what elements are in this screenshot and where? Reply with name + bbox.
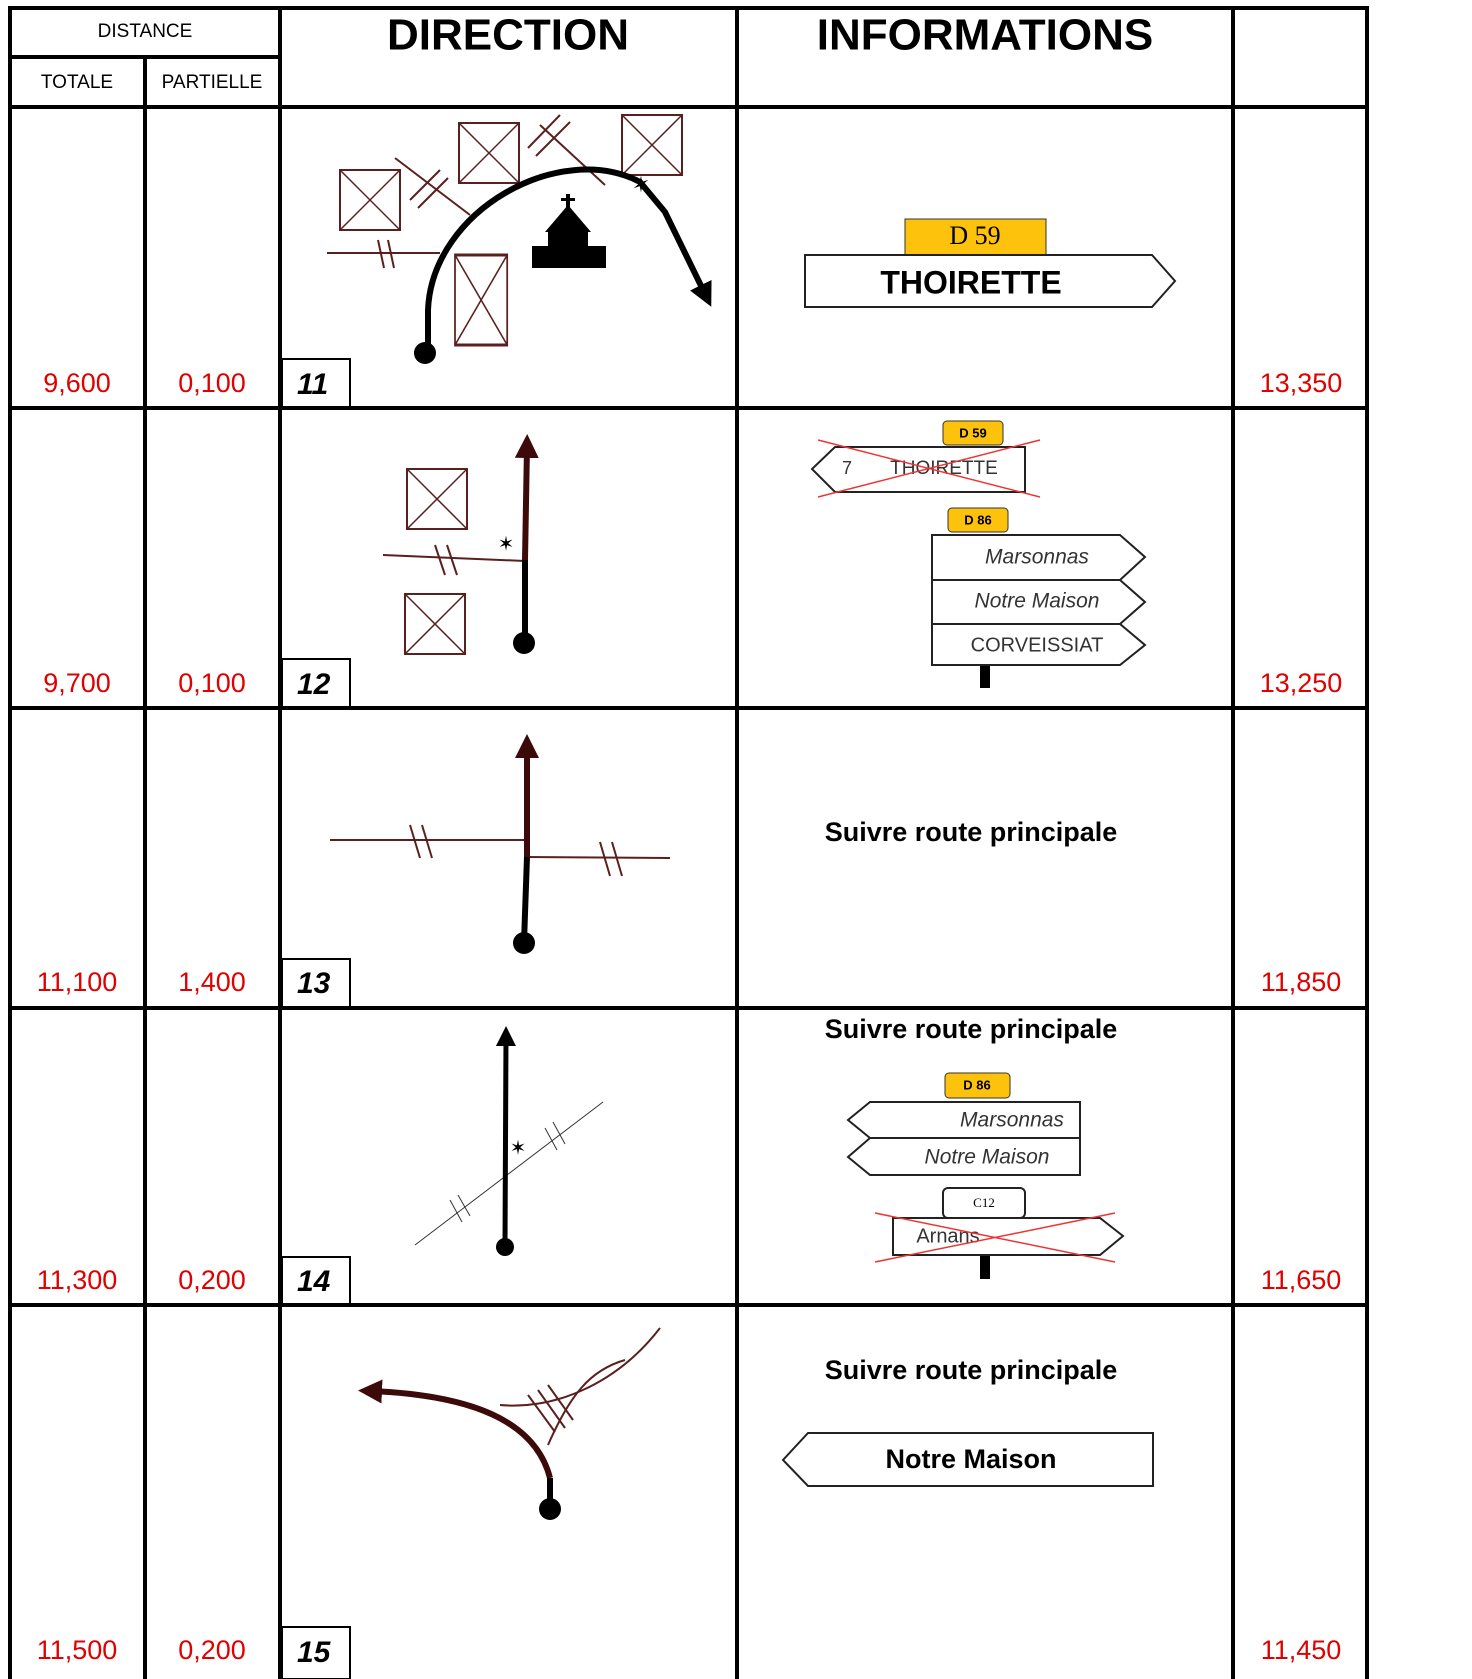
step-number: 11 — [297, 368, 328, 401]
svg-text:✶: ✶ — [510, 1137, 527, 1159]
partial: 0,100 — [178, 668, 246, 698]
remaining: 11,650 — [1261, 1265, 1342, 1295]
total: 9,700 — [43, 668, 111, 698]
header-information: INFORMATIONS — [817, 11, 1154, 60]
table-grid — [8, 6, 1369, 1679]
total: 11,500 — [37, 1635, 118, 1665]
header-distance: DISTANCE — [98, 21, 193, 42]
diagram: ✶ — [327, 114, 712, 364]
sign-label: THOIRETTE — [880, 264, 1061, 300]
diagram: ✶ — [414, 1026, 604, 1256]
svg-text:✶: ✶ — [498, 533, 515, 555]
instruction: Suivre route principale — [825, 1014, 1118, 1044]
step-number: 13 — [297, 967, 331, 1000]
step-number: 14 — [297, 1265, 331, 1298]
sign-label: THOIRETTE — [890, 458, 998, 479]
partial: 0,100 — [178, 368, 246, 398]
distances: 9,600 0,100 13,350 9,700 0,100 13,250 11… — [37, 368, 1343, 1665]
step-number: 15 — [297, 1636, 332, 1669]
sign-label: CORVEISSIAT — [971, 634, 1104, 656]
partial: 1,400 — [178, 967, 246, 997]
header-total: TOTALE — [41, 72, 113, 93]
diagram — [358, 1327, 661, 1520]
sign-label: Notre Maison — [975, 590, 1100, 613]
info: D 59 7 THOIRETTE D 86 Marsonnas Notre Ma… — [810, 420, 1147, 688]
sign-label: Notre Maison — [885, 1444, 1056, 1474]
step-number: 12 — [297, 668, 331, 701]
remaining: 13,250 — [1260, 668, 1343, 698]
info: D 59 THOIRETTE — [804, 218, 1177, 308]
remaining: 11,850 — [1261, 967, 1342, 997]
partial: 0,200 — [178, 1635, 246, 1665]
diagram: ✶ — [382, 434, 539, 655]
road-number: D 59 — [959, 425, 986, 440]
sign-label: Marsonnas — [960, 1109, 1064, 1132]
step-boxes — [281, 358, 351, 1679]
info: Suivre route principale Notre Maison — [781, 1355, 1154, 1487]
road-number: C12 — [973, 1195, 995, 1210]
sign-distance: 7 — [842, 458, 852, 478]
road-number: D 86 — [964, 512, 991, 527]
total: 11,100 — [37, 967, 118, 997]
road-number: D 59 — [949, 221, 1000, 250]
sign-label: Marsonnas — [985, 546, 1089, 569]
header-direction: DIRECTION — [387, 11, 629, 60]
partial: 0,200 — [178, 1265, 246, 1295]
instruction: Suivre route principale — [825, 1355, 1118, 1385]
total: 9,600 — [43, 368, 111, 398]
info: Suivre route principale D 86 Marsonnas N… — [825, 1014, 1125, 1279]
remaining: 11,450 — [1261, 1635, 1342, 1665]
sign-label: Notre Maison — [925, 1146, 1050, 1169]
svg-text:✶: ✶ — [632, 172, 650, 197]
total: 11,300 — [37, 1265, 118, 1295]
instruction: Suivre route principale — [825, 817, 1118, 847]
remaining: 13,350 — [1260, 368, 1343, 398]
road-number: D 86 — [963, 1077, 990, 1092]
diagram — [330, 734, 671, 954]
header-partial: PARTIELLE — [162, 72, 263, 93]
